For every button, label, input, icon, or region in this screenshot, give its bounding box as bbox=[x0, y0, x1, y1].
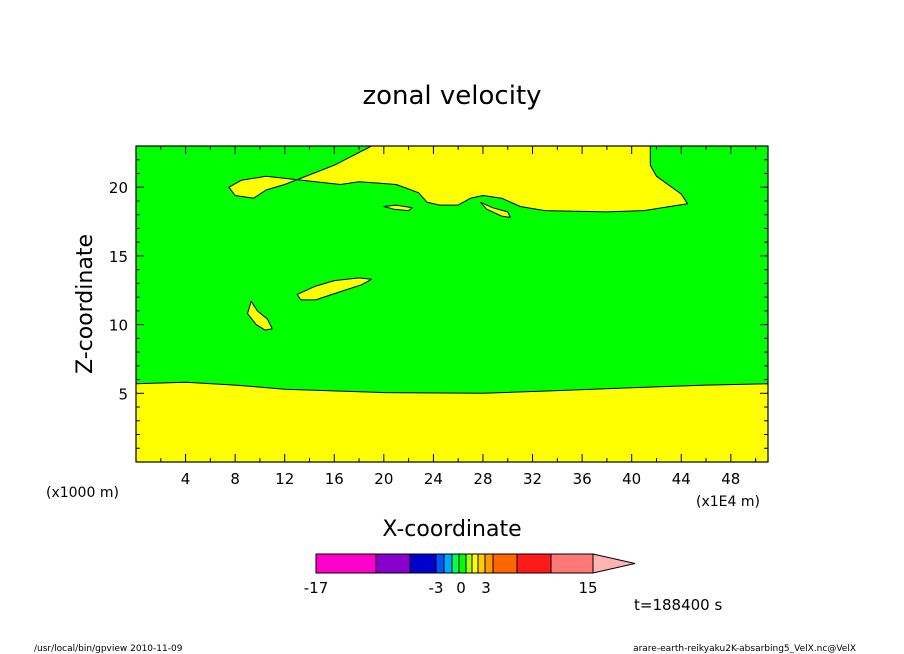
colorbar-cell bbox=[484, 553, 494, 574]
y-tick-label: 20 bbox=[109, 179, 128, 197]
colorbar-cell bbox=[550, 553, 594, 574]
colorbar-cell bbox=[458, 553, 467, 574]
x-tick-label: 32 bbox=[523, 470, 542, 488]
contour-region-upper-positive-layer bbox=[228, 146, 688, 213]
contour-region-mid-small-blob bbox=[247, 300, 273, 331]
colorbar-level-label: 15 bbox=[578, 579, 597, 597]
x-tick-label: 36 bbox=[573, 470, 592, 488]
y-units-label: (x1000 m) bbox=[46, 485, 119, 501]
colorbar-cell bbox=[471, 553, 479, 574]
contour-region-surface-positive-layer bbox=[136, 381, 768, 462]
colorbar-level-label: 3 bbox=[481, 579, 491, 597]
footer-right-text: arare-earth-reikyaku2K-absarbing5_VelX.n… bbox=[633, 644, 856, 654]
colorbar-cell bbox=[516, 553, 552, 574]
x-tick-label: 8 bbox=[230, 470, 240, 488]
y-tick-label: 10 bbox=[109, 317, 128, 335]
x-tick-label: 40 bbox=[622, 470, 641, 488]
colorbar-cell bbox=[492, 553, 518, 574]
colorbar-cell bbox=[315, 553, 377, 574]
x-units-label: (x1E4 m) bbox=[696, 494, 760, 510]
colorbar: -17 -3 0 3 15 bbox=[304, 553, 636, 597]
colorbar-cell bbox=[435, 553, 445, 574]
colorbar-cell bbox=[451, 553, 460, 574]
colorbar-cell bbox=[409, 553, 437, 574]
y-tick-label: 15 bbox=[109, 248, 128, 266]
colorbar-level-label: -3 bbox=[429, 579, 444, 597]
x-tick-label: 16 bbox=[325, 470, 344, 488]
colorbar-cell bbox=[465, 553, 473, 574]
contour-region-mid-elongated-blob bbox=[296, 277, 372, 301]
x-tick-label: 12 bbox=[275, 470, 294, 488]
colorbar-cell bbox=[375, 553, 411, 574]
x-tick-label: 20 bbox=[374, 470, 393, 488]
footer-left-text: /usr/local/bin/gpview 2010-11-09 bbox=[34, 644, 183, 654]
colorbar-level-label: 0 bbox=[456, 579, 466, 597]
x-tick-label: 24 bbox=[424, 470, 443, 488]
y-axis-title: Z-coordinate bbox=[73, 234, 98, 374]
time-label: t=188400 s bbox=[634, 596, 722, 614]
contour-region-upper-small-blob bbox=[480, 201, 511, 218]
x-tick-label: 28 bbox=[473, 470, 492, 488]
y-tick-label: 5 bbox=[118, 385, 128, 403]
colorbar-overflow-arrow bbox=[592, 553, 636, 574]
plot-frame bbox=[135, 145, 769, 463]
colorbar-cell bbox=[477, 553, 486, 574]
x-tick-label: 44 bbox=[672, 470, 691, 488]
colorbar-level-label: -17 bbox=[304, 579, 329, 597]
x-tick-label: 48 bbox=[721, 470, 740, 488]
x-tick-label: 4 bbox=[181, 470, 191, 488]
x-axis-title: X-coordinate bbox=[382, 517, 521, 542]
colorbar-cell bbox=[443, 553, 453, 574]
contour-region-upper-thin-sliver bbox=[383, 204, 413, 212]
chart-title: zonal velocity bbox=[362, 81, 541, 111]
